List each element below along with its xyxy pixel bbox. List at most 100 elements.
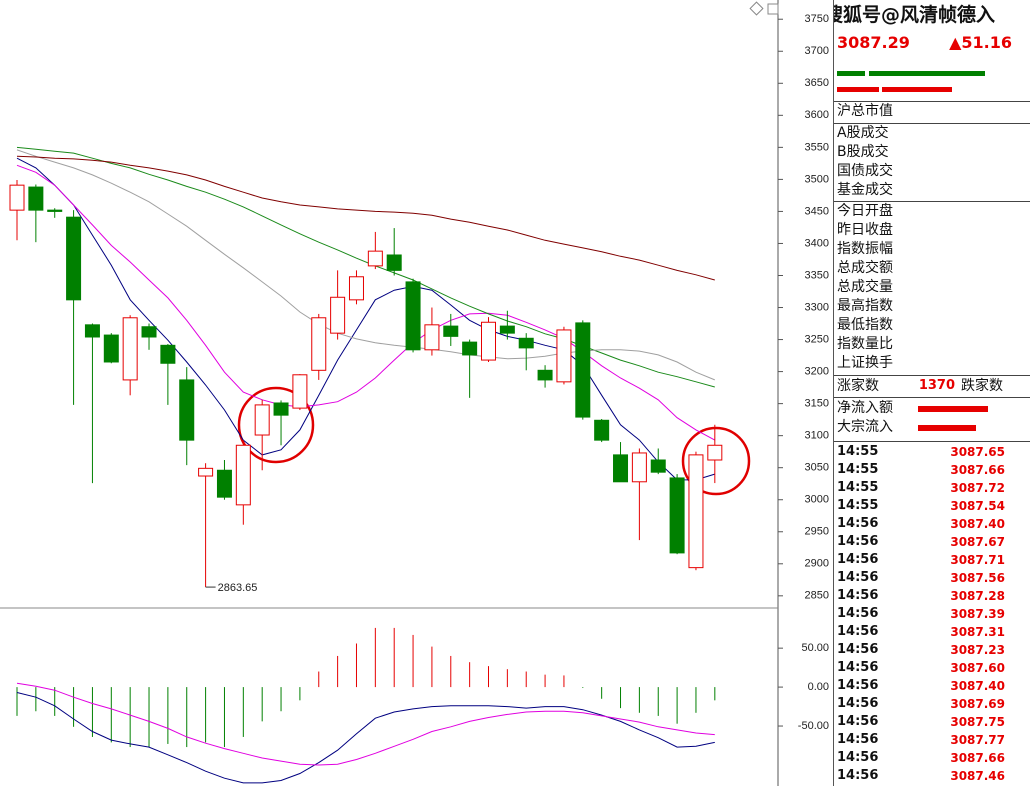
field-label: 总成交额 — [837, 260, 893, 276]
square-icon[interactable] — [767, 3, 779, 15]
candle-body — [292, 374, 308, 409]
field-label: 基金成交 — [837, 182, 893, 198]
candle-body — [499, 325, 515, 334]
tick-time: 14:56 — [837, 570, 879, 585]
candle-body — [47, 209, 63, 212]
tick-price: 3087.66 — [950, 751, 1005, 765]
tick-price: 3087.67 — [950, 535, 1005, 549]
chart: 3750 3700 3650 3600 3550 3500 3450 3400 3350 3300… — [0, 0, 829, 786]
candle-body — [28, 186, 44, 211]
candle-body — [613, 454, 629, 483]
highlight-circle — [237, 386, 315, 464]
tick-price: 3087.66 — [950, 463, 1005, 477]
indicator-line — [16, 164, 716, 441]
tick-time: 14:56 — [837, 516, 879, 531]
indicator-line — [16, 692, 715, 784]
tick-price: 3087.40 — [950, 517, 1005, 531]
candle-body — [103, 334, 119, 363]
highlight-circle — [681, 426, 751, 496]
y-tick-label: -50.00 — [798, 720, 829, 732]
field-label: A股成交 — [837, 125, 889, 141]
tick-price: 3087.54 — [950, 499, 1005, 513]
field-label: 涨家数 — [837, 378, 879, 394]
tick-time: 14:56 — [837, 714, 879, 729]
y-tick-label: 3650 — [805, 77, 829, 89]
candle-body — [141, 326, 157, 338]
y-tick-label: 3050 — [805, 462, 829, 474]
volume-bar — [837, 71, 865, 76]
tick-price: 3087.31 — [950, 625, 1005, 639]
candle-body — [707, 444, 723, 461]
tick-price: 3087.28 — [950, 589, 1005, 603]
field-label: 最低指数 — [837, 317, 893, 333]
tick-price: 3087.72 — [950, 481, 1005, 495]
volume-bar — [882, 87, 952, 92]
tick-price: 3087.40 — [950, 679, 1005, 693]
field-label: 大宗流入 — [837, 419, 893, 435]
tick-time: 14:55 — [837, 462, 879, 477]
indicator-line — [16, 157, 715, 481]
y-tick-label: 2950 — [805, 526, 829, 538]
price-change: ▲51.16 — [949, 33, 1012, 52]
y-tick-label: 50.00 — [801, 642, 829, 654]
tick-price: 3087.69 — [950, 697, 1005, 711]
y-tick-label: 3100 — [805, 430, 829, 442]
tick-time: 14:56 — [837, 624, 879, 639]
watermark: 搜狐号@风清帧德入 — [833, 4, 996, 26]
tick-price: 3087.23 — [950, 643, 1005, 657]
indicator-line — [16, 682, 715, 766]
candle-body — [556, 329, 572, 383]
field-label: 上证换手 — [837, 355, 893, 371]
candle-body — [367, 250, 383, 267]
y-tick-label: 3500 — [805, 173, 829, 185]
last-price: 3087.29 — [837, 33, 910, 52]
tick-time: 14:56 — [837, 678, 879, 693]
separator — [834, 375, 1030, 376]
indicator-line — [16, 155, 715, 281]
tick-time: 14:55 — [837, 444, 879, 459]
candle-body — [273, 402, 289, 416]
candle-body — [669, 477, 685, 554]
tick-time: 14:56 — [837, 588, 879, 603]
tick-price: 3087.65 — [950, 445, 1005, 459]
indicator-line — [16, 146, 715, 388]
field-label: 跌家数 — [961, 378, 1003, 394]
separator — [834, 201, 1030, 202]
tick-time: 14:56 — [837, 642, 879, 657]
flow-bar — [918, 406, 988, 412]
candle-body — [481, 321, 496, 361]
volume-bar — [837, 87, 879, 92]
y-tick-label: 3600 — [805, 109, 829, 121]
candle-body — [443, 325, 459, 337]
separator — [834, 123, 1030, 124]
y-tick-label: 2850 — [805, 590, 829, 602]
diamond-icon[interactable] — [749, 1, 764, 16]
tick-time: 14:55 — [837, 480, 879, 495]
tick-time: 14:56 — [837, 768, 879, 783]
y-tick-label: 3550 — [805, 141, 829, 153]
candle-body — [348, 276, 364, 301]
separator — [834, 441, 1030, 442]
tick-time: 14:56 — [837, 534, 879, 549]
field-label: B股成交 — [837, 144, 889, 160]
tick-time: 14:56 — [837, 696, 879, 711]
candle-body — [330, 296, 346, 334]
y-tick-label: 3300 — [805, 301, 829, 313]
y-tick-label: 3250 — [805, 333, 829, 345]
y-tick-label: 2900 — [805, 558, 829, 570]
y-tick-label: 3450 — [805, 205, 829, 217]
field-label: 最高指数 — [837, 298, 893, 314]
candle-body — [254, 404, 270, 436]
candle-body — [594, 419, 610, 441]
candle-body — [631, 452, 647, 483]
tick-price: 3087.46 — [950, 769, 1005, 783]
tick-price: 3087.75 — [950, 715, 1005, 729]
tick-time: 14:56 — [837, 660, 879, 675]
candle-body — [122, 317, 138, 381]
candle-body — [386, 254, 402, 271]
field-label: 指数量比 — [837, 336, 893, 352]
candle-body — [462, 341, 478, 356]
candle-body — [66, 216, 82, 301]
y-tick-label: 3700 — [805, 45, 829, 57]
field-label: 昨日收盘 — [837, 222, 893, 238]
